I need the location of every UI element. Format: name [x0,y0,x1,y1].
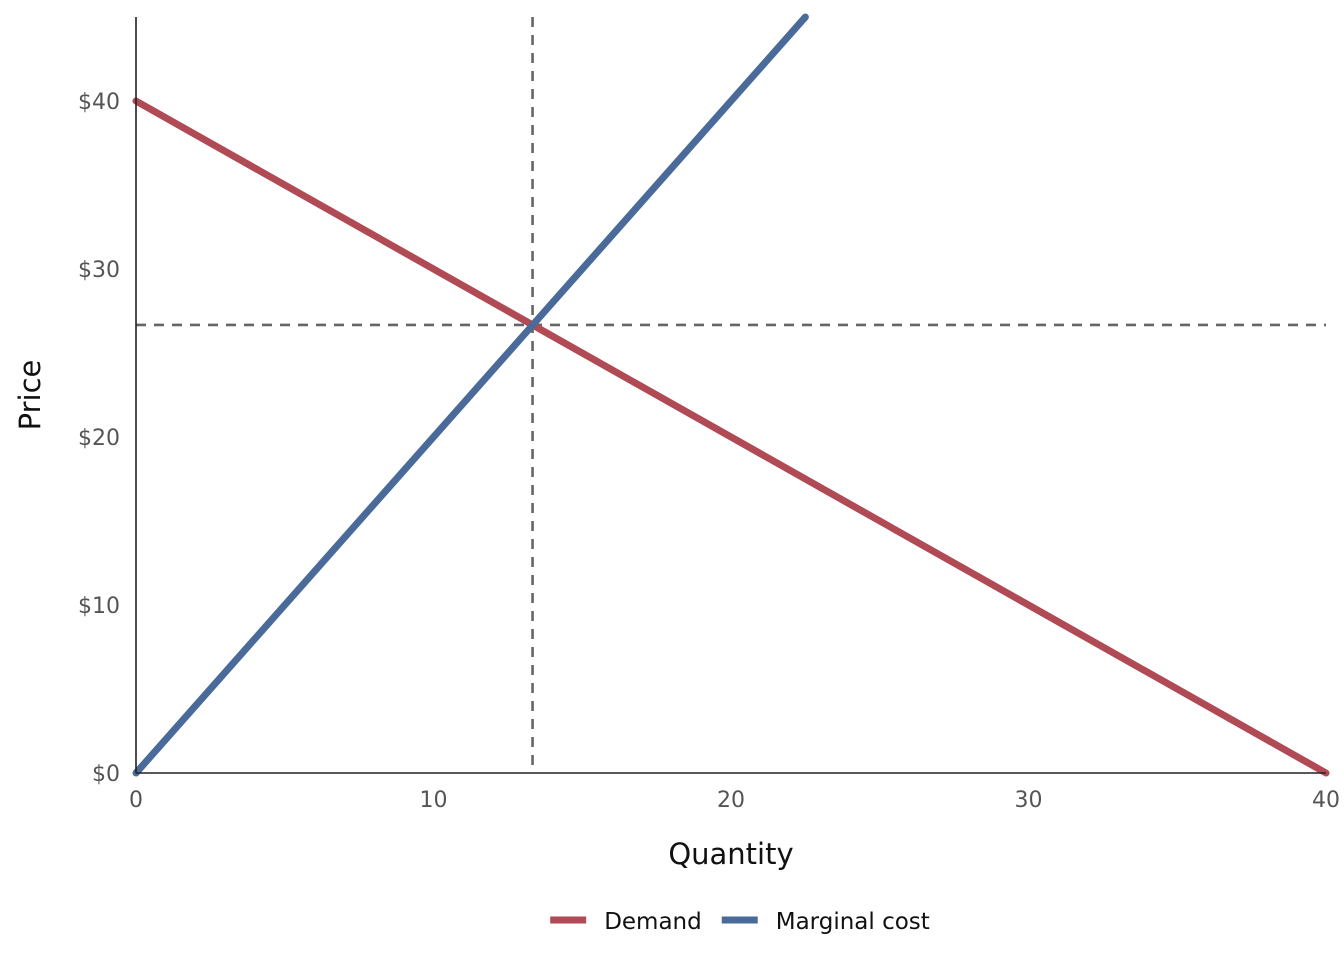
y-axis-ticks: $0 $10 $20 $30 $40 [78,90,120,787]
series-line-demand [132,97,1330,777]
legend-label-demand: Demand [604,909,702,935]
legend-item-demand: Demand [550,909,702,935]
x-axis-title: Quantity [668,837,793,871]
x-tick-label: 0 [129,788,143,813]
plot-area [132,13,1330,777]
reference-lines [136,17,1326,773]
legend: Demand Marginal cost [550,909,930,935]
x-axis-ticks: 0 10 20 30 40 [129,788,1340,813]
x-tick-label: 30 [1015,788,1043,813]
x-tick-label: 40 [1312,788,1340,813]
y-axis-title: Price [13,360,47,431]
series-lines [132,13,1330,777]
series-line-marginal-cost [132,13,809,777]
x-tick-label: 10 [420,788,448,813]
legend-item-marginal-cost: Marginal cost [721,909,930,935]
y-tick-label: $10 [78,594,120,619]
legend-label-marginal-cost: Marginal cost [776,909,930,935]
y-tick-label: $40 [78,90,120,115]
y-tick-label: $30 [78,258,120,283]
y-tick-label: $20 [78,426,120,451]
y-tick-label: $0 [92,762,120,787]
x-tick-label: 20 [717,788,745,813]
